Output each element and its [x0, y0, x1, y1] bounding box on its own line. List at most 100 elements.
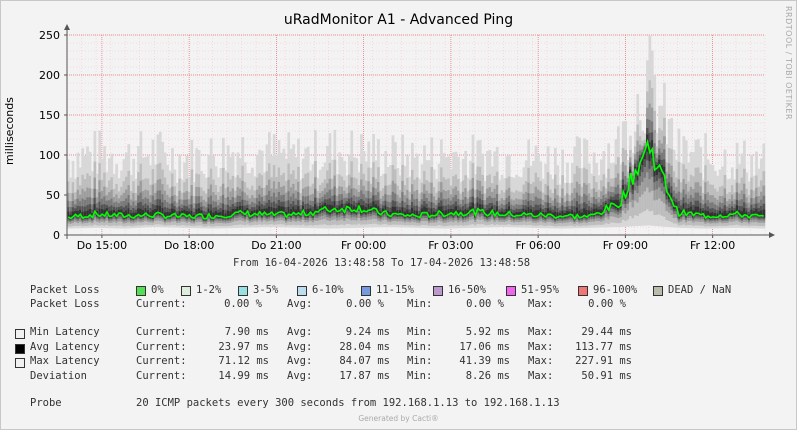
latency-band-bar [505, 208, 509, 216]
latency-band-bar [743, 208, 746, 217]
loss-legend-label: 96-100% [593, 284, 638, 296]
loss-swatch [433, 286, 443, 296]
latency-band-bar [98, 208, 102, 218]
latency-band-bar [561, 210, 564, 219]
latency-band-bar [297, 206, 300, 215]
stat-min: 5.92 ms [465, 326, 510, 338]
y-axis-arrow [64, 24, 70, 30]
latency-band-bar [377, 206, 380, 215]
latency-band-bar [512, 213, 516, 218]
stat-current: 71.12 ms [218, 355, 269, 367]
latency-band-bar [532, 211, 535, 218]
latency-band-bar [631, 181, 635, 190]
latency-band-bar [411, 207, 414, 216]
latency-band-bar [437, 206, 441, 213]
avg-latency-series [67, 138, 764, 220]
loss-legend-label: 51-95% [521, 284, 559, 296]
x-tick-label: Fr 12:00 [690, 239, 735, 252]
stat-key-current: Current: [136, 355, 187, 367]
latency-band-bar [178, 211, 182, 219]
latency-band-bar [592, 208, 596, 216]
latency-band-bar [760, 210, 763, 218]
latency-band-bar [146, 210, 150, 217]
latency-band-bar [115, 211, 119, 218]
y-tick-label: 250 [39, 29, 60, 42]
latency-band-bar [425, 207, 429, 215]
loss-swatch [361, 286, 371, 296]
latency-band-bar [600, 209, 603, 216]
stat-key-current: Current: [136, 340, 187, 353]
latency-band-bar [493, 210, 497, 218]
latency-band-bar [161, 208, 165, 217]
stat-avg: 9.24 ms [345, 326, 390, 338]
packet-loss-stats-label: Packet Loss [30, 298, 100, 310]
stat-current: 23.97 ms [218, 340, 269, 353]
latency-band-bar [374, 204, 378, 211]
latency-band-bar [144, 208, 148, 215]
latency-band-bar [275, 208, 279, 216]
watermark: RRDTOOL / TOBI OETIKER [784, 6, 793, 121]
latency-band-bar [495, 206, 499, 215]
stat-key-avg: Avg: [287, 355, 313, 367]
latency-band-bar [231, 209, 235, 217]
latency-band-bar [268, 206, 271, 216]
latency-band-bar [108, 211, 111, 218]
latency-band-bar [752, 211, 756, 217]
latency-band-bar [171, 208, 174, 217]
latency-band-bar [163, 212, 167, 220]
x-tick-label: Do 18:00 [164, 239, 214, 252]
avg-latency-line [67, 138, 764, 220]
latency-band-bar [692, 209, 695, 218]
y-tick-label: 100 [39, 149, 60, 162]
latency-band-bar [350, 204, 354, 214]
stat-key-min: Min: [407, 298, 433, 310]
latency-band-bar [151, 210, 155, 219]
stat-avg: 28.04 ms [339, 340, 390, 353]
loss-current: 0.00 % [224, 298, 262, 310]
latency-band-bar [469, 206, 472, 213]
latency-band-bar [129, 213, 133, 219]
latency-band-bar [158, 205, 162, 215]
latency-band-bar [217, 212, 220, 218]
latency-band-bar [537, 210, 540, 218]
latency-band-bar [740, 211, 744, 219]
latency-band-bar [326, 204, 329, 213]
latency-band-bar [517, 212, 521, 218]
latency-band-bar [449, 208, 453, 215]
latency-band-bar [127, 208, 131, 217]
loss-swatch [181, 286, 191, 296]
packet-loss-label: Packet Loss [30, 284, 100, 296]
latency-band-bar [617, 200, 620, 210]
latency-band-bar [306, 208, 310, 217]
latency-band-bar [137, 208, 140, 217]
latency-band-bar [413, 210, 417, 218]
latency-band-bar [406, 209, 409, 217]
series-label: Min Latency [30, 326, 100, 338]
latency-band-bar [391, 206, 395, 216]
latency-band-bar [486, 209, 489, 218]
latency-band-bar [154, 209, 157, 216]
y-tick-label: 200 [39, 69, 60, 82]
x-tick-label: Do 15:00 [77, 239, 127, 252]
latency-band-bar [580, 212, 584, 219]
latency-band-bar [667, 188, 671, 200]
latency-band-bar [718, 211, 722, 217]
latency-band-bar [427, 212, 431, 219]
latency-band-bar [430, 208, 434, 217]
y-tick-label: 150 [39, 109, 60, 122]
latency-band-bar [444, 210, 448, 218]
latency-band-bar [721, 212, 724, 219]
latency-band-bar [251, 210, 254, 217]
latency-band-bar [260, 209, 264, 217]
latency-band-bar [134, 212, 138, 218]
stat-key-avg: Avg: [287, 369, 313, 382]
latency-band-bar [643, 148, 647, 160]
latency-band-bar [122, 212, 126, 219]
latency-band-bar [86, 210, 89, 219]
latency-band-bar [583, 208, 586, 217]
latency-band-bar [311, 210, 315, 217]
latency-band-bar [304, 209, 308, 217]
latency-band-bar [81, 211, 85, 220]
latency-band-bar [597, 209, 601, 215]
chart-title: uRadMonitor A1 - Advanced Ping [283, 12, 514, 28]
